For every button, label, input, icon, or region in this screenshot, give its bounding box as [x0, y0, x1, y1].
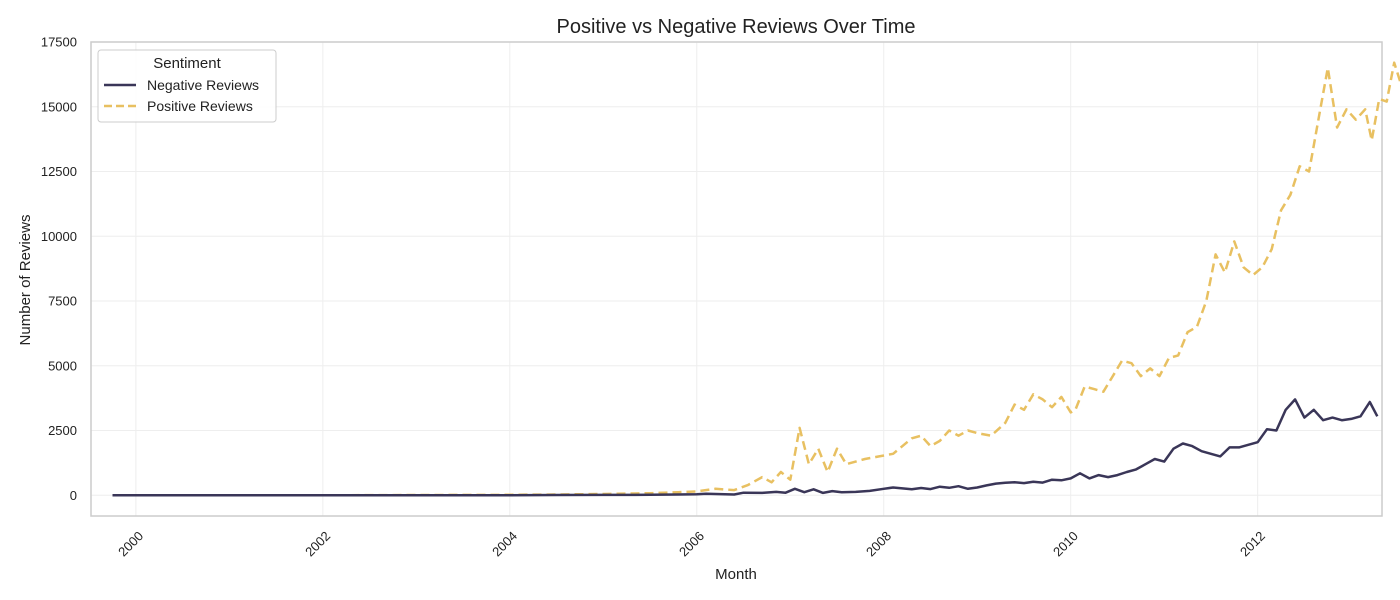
legend-label-positive: Positive Reviews — [147, 98, 253, 114]
y-axis-title: Number of Reviews — [17, 215, 34, 346]
x-tick-label: 2000 — [115, 528, 146, 559]
y-tick-label: 7500 — [48, 294, 77, 309]
y-tick-label: 10000 — [41, 229, 77, 244]
y-tick-label: 2500 — [48, 423, 77, 438]
legend-box — [97, 49, 277, 123]
negative-reviews-line — [112, 398, 1379, 497]
chart-title: Positive vs Negative Reviews Over Time — [556, 16, 915, 38]
x-tick-label: 2010 — [1050, 528, 1081, 559]
x-tick-label: 2012 — [1237, 528, 1268, 559]
y-tick-label: 17500 — [41, 35, 77, 50]
legend-label-negative: Negative Reviews — [147, 77, 259, 93]
legend-title: Sentiment — [153, 55, 221, 72]
grid-layer — [91, 41, 1382, 516]
y-tick-label: 5000 — [48, 358, 77, 373]
legend: Sentiment Negative Reviews Positive Revi… — [97, 49, 277, 123]
x-tick-label: 2006 — [676, 528, 707, 559]
y-tick-label: 15000 — [41, 99, 77, 114]
x-axis-title: Month — [715, 566, 757, 583]
series-layer — [112, 61, 1400, 497]
x-tick-label: 2002 — [302, 528, 333, 559]
x-tick-label: 2004 — [489, 528, 520, 559]
x-tick-label: 2008 — [863, 528, 894, 559]
y-tick-label: 12500 — [41, 164, 77, 179]
plot-frame — [90, 41, 1383, 517]
y-tick-label: 0 — [70, 488, 77, 503]
positive-reviews-line — [112, 61, 1400, 497]
